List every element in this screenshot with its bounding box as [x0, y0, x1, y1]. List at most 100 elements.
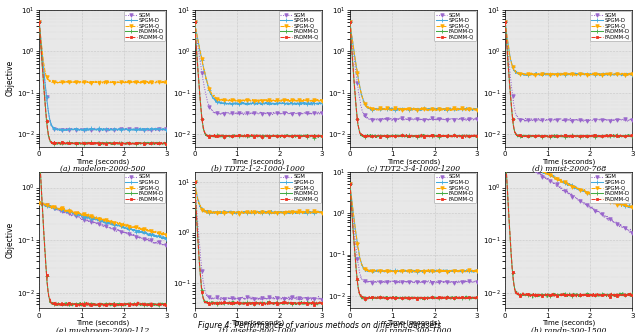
X-axis label: Time (seconds): Time (seconds)	[542, 320, 595, 326]
FADMM-D	[577, 134, 585, 138]
SPGM-D	[317, 210, 325, 214]
SPGM-D	[38, 201, 45, 205]
FADMM-D	[628, 134, 636, 138]
FADMM-D	[97, 142, 104, 146]
Line: SGM: SGM	[348, 21, 479, 123]
SGM	[315, 112, 323, 116]
FADMM-D	[111, 141, 119, 145]
SPGM-Q	[251, 98, 259, 102]
FADMM-D	[295, 300, 303, 304]
SPGM-D	[415, 107, 422, 111]
Legend: SGM, SPGM-D, SPGM-Q, FADMM-D, FADMM-Q: SGM, SPGM-D, SPGM-Q, FADMM-D, FADMM-Q	[434, 11, 476, 41]
SPGM-D	[502, 148, 509, 152]
FADMM-Q	[407, 296, 415, 300]
Text: (h) randn-300-1500: (h) randn-300-1500	[531, 327, 606, 332]
SGM	[577, 119, 584, 123]
FADMM-D	[35, 21, 43, 25]
SPGM-Q	[563, 182, 570, 186]
SGM	[259, 297, 267, 301]
FADMM-Q	[96, 301, 104, 305]
SPGM-D	[252, 210, 259, 214]
Line: SGM: SGM	[38, 21, 168, 133]
FADMM-Q	[317, 301, 325, 305]
FADMM-D	[551, 135, 559, 139]
Line: SPGM-D: SPGM-D	[37, 201, 168, 241]
SPGM-Q	[346, 182, 354, 186]
SPGM-D	[315, 102, 323, 106]
SPGM-Q	[570, 185, 578, 189]
SGM	[577, 199, 585, 203]
SPGM-D	[252, 101, 259, 105]
FADMM-Q	[605, 295, 613, 299]
FADMM-Q	[315, 133, 323, 137]
SPGM-D	[111, 223, 119, 227]
Line: SPGM-Q: SPGM-Q	[504, 21, 634, 78]
FADMM-Q	[111, 302, 119, 306]
Line: SGM: SGM	[38, 201, 168, 249]
SPGM-Q	[406, 269, 414, 273]
FADMM-Q	[406, 134, 414, 138]
Line: FADMM-Q: FADMM-Q	[193, 21, 323, 139]
FADMM-D	[346, 21, 354, 25]
Line: SPGM-Q: SPGM-Q	[193, 21, 323, 104]
FADMM-Q	[473, 295, 481, 299]
SGM	[570, 118, 578, 122]
SPGM-Q	[627, 207, 634, 210]
SPGM-D	[570, 72, 578, 76]
SPGM-D	[266, 209, 274, 213]
SPGM-Q	[385, 271, 393, 275]
SGM	[577, 120, 585, 124]
SPGM-D	[501, 21, 509, 25]
FADMM-Q	[563, 134, 570, 138]
SPGM-D	[570, 184, 578, 188]
SGM	[163, 243, 170, 247]
SPGM-D	[470, 107, 478, 111]
Line: SPGM-Q: SPGM-Q	[38, 201, 168, 237]
SPGM-Q	[266, 210, 274, 214]
SGM	[450, 117, 458, 121]
SGM	[295, 298, 303, 302]
SPGM-D	[422, 269, 429, 273]
FADMM-Q	[35, 149, 43, 153]
FADMM-Q	[456, 136, 463, 140]
SPGM-Q	[605, 200, 613, 204]
SGM	[191, 180, 198, 184]
FADMM-D	[625, 134, 633, 138]
SPGM-D	[104, 127, 112, 131]
FADMM-Q	[295, 132, 303, 136]
SGM	[563, 119, 570, 123]
Line: FADMM-D: FADMM-D	[193, 20, 324, 140]
FADMM-D	[577, 293, 585, 297]
Line: FADMM-D: FADMM-D	[503, 20, 634, 140]
Legend: SGM, SPGM-D, SPGM-Q, FADMM-D, FADMM-Q: SGM, SPGM-D, SPGM-Q, FADMM-D, FADMM-Q	[279, 11, 321, 41]
SPGM-D	[295, 102, 303, 106]
Legend: SGM, SPGM-D, SPGM-Q, FADMM-D, FADMM-Q: SGM, SPGM-D, SPGM-Q, FADMM-D, FADMM-Q	[124, 11, 165, 41]
SPGM-D	[618, 74, 625, 78]
SPGM-D	[191, 21, 198, 25]
SPGM-D	[140, 128, 147, 132]
SGM	[104, 127, 112, 131]
SGM	[266, 296, 274, 300]
SPGM-D	[251, 211, 259, 215]
SPGM-Q	[422, 268, 429, 272]
FADMM-D	[259, 133, 267, 137]
FADMM-D	[415, 134, 422, 138]
FADMM-D	[570, 134, 578, 138]
FADMM-Q	[562, 293, 570, 297]
FADMM-D	[140, 302, 147, 306]
SGM	[406, 280, 414, 284]
SPGM-D	[191, 180, 198, 184]
FADMM-Q	[96, 142, 104, 146]
FADMM-Q	[346, 21, 354, 25]
SPGM-D	[315, 209, 323, 213]
FADMM-D	[266, 134, 274, 138]
SGM	[96, 223, 104, 227]
SPGM-D	[97, 128, 104, 132]
SGM	[317, 298, 325, 302]
SPGM-Q	[159, 79, 167, 83]
SPGM-D	[422, 107, 429, 111]
SPGM-Q	[415, 268, 422, 272]
FADMM-D	[451, 296, 458, 300]
SGM	[239, 113, 247, 117]
SGM	[140, 237, 147, 241]
